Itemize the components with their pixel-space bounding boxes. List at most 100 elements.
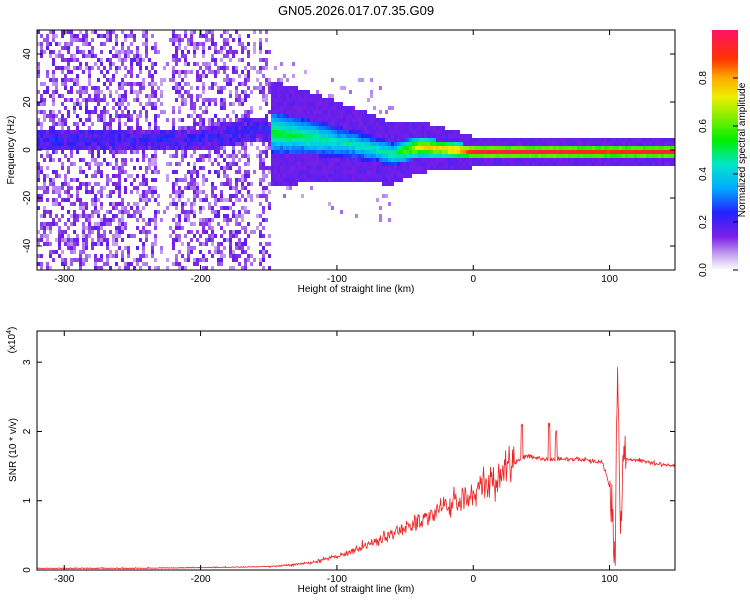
- spectrogram-cell: [349, 178, 352, 182]
- spectrogram-cell: [250, 262, 253, 266]
- spectrogram-cell: [517, 154, 520, 158]
- spectrogram-cell: [232, 186, 235, 190]
- spectrogram-cell: [394, 162, 397, 166]
- spectrogram-cell: [235, 114, 238, 118]
- spectrogram-cell: [232, 210, 235, 214]
- spectrogram-cell: [391, 170, 394, 174]
- spectrogram-cell: [589, 158, 592, 162]
- spectrogram-cell: [304, 146, 307, 150]
- spectrogram-cell: [463, 134, 466, 138]
- spectrogram-cell: [148, 146, 151, 150]
- spectrogram-cell: [265, 78, 268, 82]
- spectrogram-cell: [541, 158, 544, 162]
- spectrogram-cell: [130, 138, 133, 142]
- spectrogram-cell: [184, 202, 187, 206]
- spectrogram-cell: [214, 70, 217, 74]
- spectrogram-cell: [52, 102, 55, 106]
- spectrogram-cell: [337, 126, 340, 130]
- spectrogram-cell: [364, 126, 367, 130]
- spectrogram-cell: [214, 98, 217, 102]
- spectrogram-cell: [151, 74, 154, 78]
- spectrogram-cell: [211, 30, 214, 34]
- spectrogram-cell: [43, 158, 46, 162]
- spectrogram-cell: [493, 138, 496, 142]
- spectrogram-cell: [610, 150, 613, 154]
- spectrogram-cell: [241, 102, 244, 106]
- spectrogram-cell: [661, 150, 664, 154]
- spectrogram-cell: [262, 190, 265, 194]
- spectrogram-cell: [253, 30, 256, 34]
- svg-text:(x104): (x104): [6, 327, 18, 354]
- spectrogram-cell: [274, 174, 277, 178]
- spectrogram-cell: [292, 106, 295, 110]
- spectrogram-cell: [205, 66, 208, 70]
- spectrogram-cell: [118, 58, 121, 62]
- spectrogram-cell: [274, 110, 277, 114]
- spectrogram-cell: [580, 162, 583, 166]
- spectrogram-cell: [67, 62, 70, 66]
- spectrogram-cell: [388, 138, 391, 142]
- spectrogram-cell: [322, 122, 325, 126]
- spectrogram-cell: [436, 142, 439, 146]
- spectrogram-cell: [310, 102, 313, 106]
- spectrogram-cell: [655, 142, 658, 146]
- spectrogram-cell: [139, 58, 142, 62]
- spectrogram-cell: [298, 174, 301, 178]
- spectrogram-cell: [247, 210, 250, 214]
- spectrogram-cell: [295, 174, 298, 178]
- spectrogram-cell: [388, 134, 391, 138]
- spectrogram-cell: [94, 90, 97, 94]
- spectrogram-cell: [478, 154, 481, 158]
- spectrogram-cell: [211, 254, 214, 258]
- spectrogram-cell: [103, 238, 106, 242]
- spectrogram-cell: [91, 66, 94, 70]
- spectrogram-cell: [259, 242, 262, 246]
- spectrogram-cell: [211, 266, 214, 270]
- spectrogram-cell: [349, 110, 352, 114]
- spectrogram-cell: [331, 158, 334, 162]
- spectrogram-cell: [103, 74, 106, 78]
- spectrogram-cells: [37, 30, 675, 270]
- spectrogram-cell: [40, 34, 43, 38]
- spectrogram-cell: [598, 150, 601, 154]
- spectrogram-cell: [67, 198, 70, 202]
- spectrogram-cell: [343, 86, 346, 90]
- spectrogram-cell: [346, 106, 349, 110]
- spectrogram-cell: [154, 162, 157, 166]
- spectrogram-cell: [67, 70, 70, 74]
- spectrogram-cell: [217, 138, 220, 142]
- spectrogram-cell: [52, 134, 55, 138]
- spectrogram-cell: [94, 162, 97, 166]
- spectrogram-cell: [343, 122, 346, 126]
- spectrogram-cell: [115, 142, 118, 146]
- spectrogram-cell: [286, 90, 289, 94]
- spectrogram-cell: [598, 154, 601, 158]
- spectrogram-cell: [334, 138, 337, 142]
- spectrogram-cell: [388, 170, 391, 174]
- spectrogram-cell: [346, 150, 349, 154]
- spectrogram-cell: [262, 170, 265, 174]
- spectrogram-cell: [148, 94, 151, 98]
- spectrogram-cell: [190, 34, 193, 38]
- spectrogram-cell: [148, 218, 151, 222]
- spectrogram-cell: [508, 146, 511, 150]
- spectrogram-cell: [205, 130, 208, 134]
- spectrogram-cell: [106, 194, 109, 198]
- spectrogram-cell: [397, 126, 400, 130]
- spectrogram-cell: [217, 130, 220, 134]
- spectrogram-cell: [100, 266, 103, 270]
- spectrogram-cell: [328, 94, 331, 98]
- spectrogram-cell: [151, 106, 154, 110]
- spectrogram-cell: [124, 186, 127, 190]
- spectrogram-cell: [160, 102, 163, 106]
- spectrogram-cell: [73, 54, 76, 58]
- spectrogram-cell: [241, 246, 244, 250]
- spectrogram-cell: [226, 126, 229, 130]
- spectrogram-cell: [652, 138, 655, 142]
- spectrogram-cell: [328, 146, 331, 150]
- spectrogram-cell: [91, 110, 94, 114]
- spectrogram-cell: [214, 114, 217, 118]
- spectrogram-cell: [457, 130, 460, 134]
- spectrogram-cell: [40, 134, 43, 138]
- spectrogram-cell: [241, 138, 244, 142]
